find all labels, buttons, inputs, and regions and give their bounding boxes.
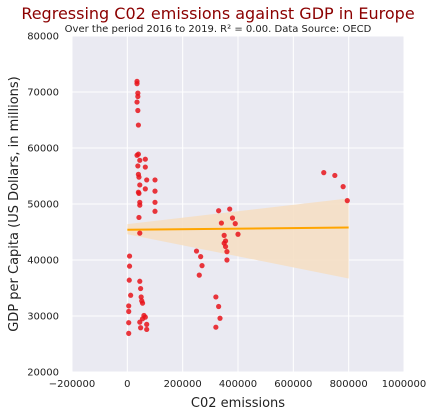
data-point [344, 198, 350, 204]
data-point [321, 170, 327, 176]
data-point [152, 199, 158, 205]
data-point [137, 182, 143, 188]
data-point [340, 184, 346, 190]
data-point [196, 272, 202, 278]
data-point [199, 263, 205, 269]
x-tick-label: 400000 [219, 379, 257, 390]
data-point [126, 263, 133, 269]
data-point [235, 231, 241, 237]
data-point [137, 230, 143, 236]
data-point [216, 303, 222, 310]
data-point [193, 248, 200, 254]
data-point [126, 320, 132, 326]
data-point [227, 206, 233, 212]
data-point [135, 163, 141, 169]
data-point [126, 253, 133, 259]
data-point [152, 188, 158, 194]
data-point [144, 177, 150, 183]
data-point [217, 315, 223, 321]
data-point [222, 243, 229, 250]
y-tick-label: 20000 [27, 368, 59, 379]
data-point [152, 208, 158, 214]
x-tick-label: −200000 [49, 379, 96, 390]
data-point [198, 254, 204, 260]
y-tick-label: 60000 [27, 144, 59, 155]
data-point [142, 164, 148, 170]
points-layer [126, 78, 350, 336]
y-tick-label: 50000 [27, 200, 59, 211]
data-point [221, 232, 227, 238]
data-point [142, 314, 148, 320]
confidence-band [127, 198, 349, 279]
data-point [126, 303, 132, 309]
confidence-band-layer [127, 198, 349, 279]
data-point [135, 151, 141, 157]
x-tick-label: 800000 [330, 379, 368, 390]
data-point [137, 157, 143, 163]
regression-line [127, 226, 349, 231]
y-tick-label: 70000 [27, 88, 59, 99]
data-point [134, 99, 140, 105]
data-point [142, 156, 148, 162]
y-tick-labels: 20000 30000 40000 50000 60000 70000 80000 [27, 32, 59, 379]
chart-subtitle: Over the period 2016 to 2019. R² = 0.00.… [64, 24, 372, 35]
data-point [135, 107, 141, 114]
data-point [213, 324, 219, 330]
data-point [144, 321, 150, 327]
data-point [137, 278, 143, 284]
data-point [126, 308, 132, 315]
data-point [144, 326, 150, 333]
data-point [229, 215, 236, 221]
data-point [138, 325, 144, 331]
data-point [136, 174, 142, 180]
data-point [216, 208, 222, 214]
data-point [134, 81, 140, 87]
x-tick-labels: −200000 0 200000 400000 600000 800000 1000000 [49, 379, 427, 390]
data-point [224, 249, 230, 255]
data-point [213, 294, 219, 300]
data-point [136, 190, 142, 196]
data-point [138, 285, 144, 292]
data-point [224, 257, 230, 263]
data-point [139, 300, 146, 306]
data-point [135, 122, 141, 128]
x-tick-label: 200000 [164, 379, 202, 390]
data-point [138, 294, 144, 300]
data-point [135, 93, 141, 100]
y-tick-label: 40000 [27, 256, 59, 267]
gridlines [71, 35, 405, 373]
x-tick-label: 0 [124, 379, 130, 390]
data-point [136, 214, 142, 221]
x-axis-label: C02 emissions [191, 396, 285, 411]
data-point [137, 202, 143, 208]
chart-title: Regressing C02 emissions against GDP in … [21, 4, 415, 23]
y-axis-label: GDP per Capita (US Dollars, in millions) [7, 76, 22, 332]
data-point [218, 220, 224, 226]
regression-layer [127, 226, 349, 231]
data-point [126, 277, 132, 283]
data-point [128, 292, 134, 298]
data-point [126, 330, 132, 336]
x-tick-label: 1000000 [382, 379, 427, 390]
y-tick-label: 80000 [27, 32, 59, 43]
data-point [142, 186, 148, 192]
data-point [332, 172, 338, 179]
data-point [232, 221, 238, 227]
y-tick-label: 30000 [27, 312, 59, 323]
x-tick-label: 600000 [274, 379, 312, 390]
data-point [152, 177, 158, 183]
